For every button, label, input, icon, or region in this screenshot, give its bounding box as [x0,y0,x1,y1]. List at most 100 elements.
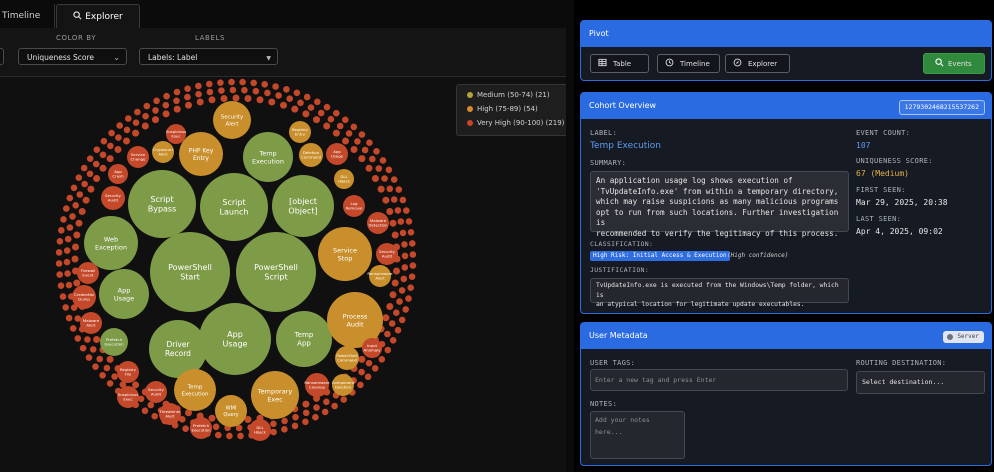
bubble-dot[interactable] [173,105,181,113]
bubble-dot[interactable] [396,298,403,305]
bubble-dot[interactable] [394,326,402,334]
bubble-dot[interactable] [371,175,379,182]
bubble-dot[interactable] [119,381,127,388]
bubble-dot[interactable] [228,78,235,86]
bubble-dot[interactable] [69,213,76,220]
bubble-dot[interactable] [389,337,397,344]
bubble-dot[interactable] [195,90,202,98]
bubble-dot[interactable] [55,249,63,256]
bubble-dot[interactable] [283,86,290,93]
bubble-dot[interactable] [73,279,81,287]
bubble-dot[interactable] [78,208,86,215]
bubble-dot[interactable] [196,98,204,106]
bubble-dot[interactable] [297,99,304,107]
bubble-dot[interactable] [390,176,398,183]
bubble-dot[interactable] [391,279,399,287]
bubble-dot[interactable] [106,355,114,363]
bubble-dot[interactable] [115,134,122,141]
bubble-dot[interactable] [264,89,271,97]
bubble-dot[interactable] [99,372,106,379]
bubble-dot[interactable] [371,365,379,372]
bubble-dot[interactable] [152,107,159,114]
bubble-dot[interactable] [323,103,331,111]
bubble-dot[interactable] [398,287,406,294]
bubble-dot[interactable] [409,251,417,258]
timeline-button[interactable]: Timeline [657,54,720,73]
bubble-dot[interactable] [382,314,390,322]
color-by-select[interactable]: Uniqueness Score ⌄ [18,48,127,65]
tab-timeline[interactable]: Timeline [0,4,55,28]
bubble-dot[interactable] [57,282,65,289]
bubble-dot[interactable] [59,293,67,300]
bubble-dot[interactable] [327,115,335,123]
bubble-dot[interactable] [313,404,320,411]
bubble-dot[interactable] [382,196,390,204]
bubble-dot[interactable] [86,170,94,178]
bubble-dot[interactable] [103,364,111,372]
bubble-dot[interactable] [69,325,77,332]
bubble-dot[interactable] [229,86,237,94]
bubble-dot[interactable] [106,155,114,163]
bubble-dot[interactable] [99,151,107,159]
bubble-dot[interactable] [302,418,309,426]
bubble-dot[interactable] [358,131,366,138]
bubble-dot[interactable] [358,355,366,363]
bubble-dot[interactable] [361,146,369,154]
legend-item[interactable]: Very High (90-100) (219) [467,118,564,128]
bubble-dot[interactable] [220,95,228,102]
bubble-dot[interactable] [375,165,383,172]
bubble-dot[interactable] [184,93,191,101]
bubble-dot[interactable] [93,336,101,343]
bubble-dot[interactable] [400,275,408,283]
table-button[interactable]: Table [590,54,649,73]
bubble-dot[interactable] [162,110,170,118]
bubble-dot[interactable] [270,428,277,436]
bubble-dot[interactable] [114,146,122,153]
bubble-dot[interactable] [366,139,373,146]
bubble-dot[interactable] [358,368,365,376]
bubble-dot[interactable] [317,109,325,117]
bubble-dot[interactable] [408,273,416,280]
bubble-dot[interactable] [395,186,403,193]
bubble-dot[interactable] [62,304,69,311]
bubble-dot[interactable] [398,316,406,324]
bubble-dot[interactable] [399,229,407,237]
bubble-dot[interactable] [142,112,149,120]
bubble-dot[interactable] [340,396,348,403]
bubble-dot[interactable] [333,109,340,117]
events-button[interactable]: Events [923,53,985,74]
bubble-dot[interactable] [364,373,372,381]
group-by-select[interactable]: ⌄ [0,48,4,65]
bubble-dot[interactable] [280,101,287,109]
bubble-dot[interactable] [268,98,276,106]
labels-select[interactable]: Labels: Label ▼ [139,48,278,65]
bubble-dot[interactable] [323,122,331,130]
bubble-dot[interactable] [215,431,222,439]
bubble-dot[interactable] [87,185,95,193]
server-toggle[interactable]: Server [943,331,984,343]
bubble-dot[interactable] [331,402,338,410]
bubble-dot[interactable] [401,264,409,271]
bubble-dot[interactable] [281,417,288,425]
bubble-dot[interactable] [72,202,79,209]
bubble-dot[interactable] [401,252,409,260]
